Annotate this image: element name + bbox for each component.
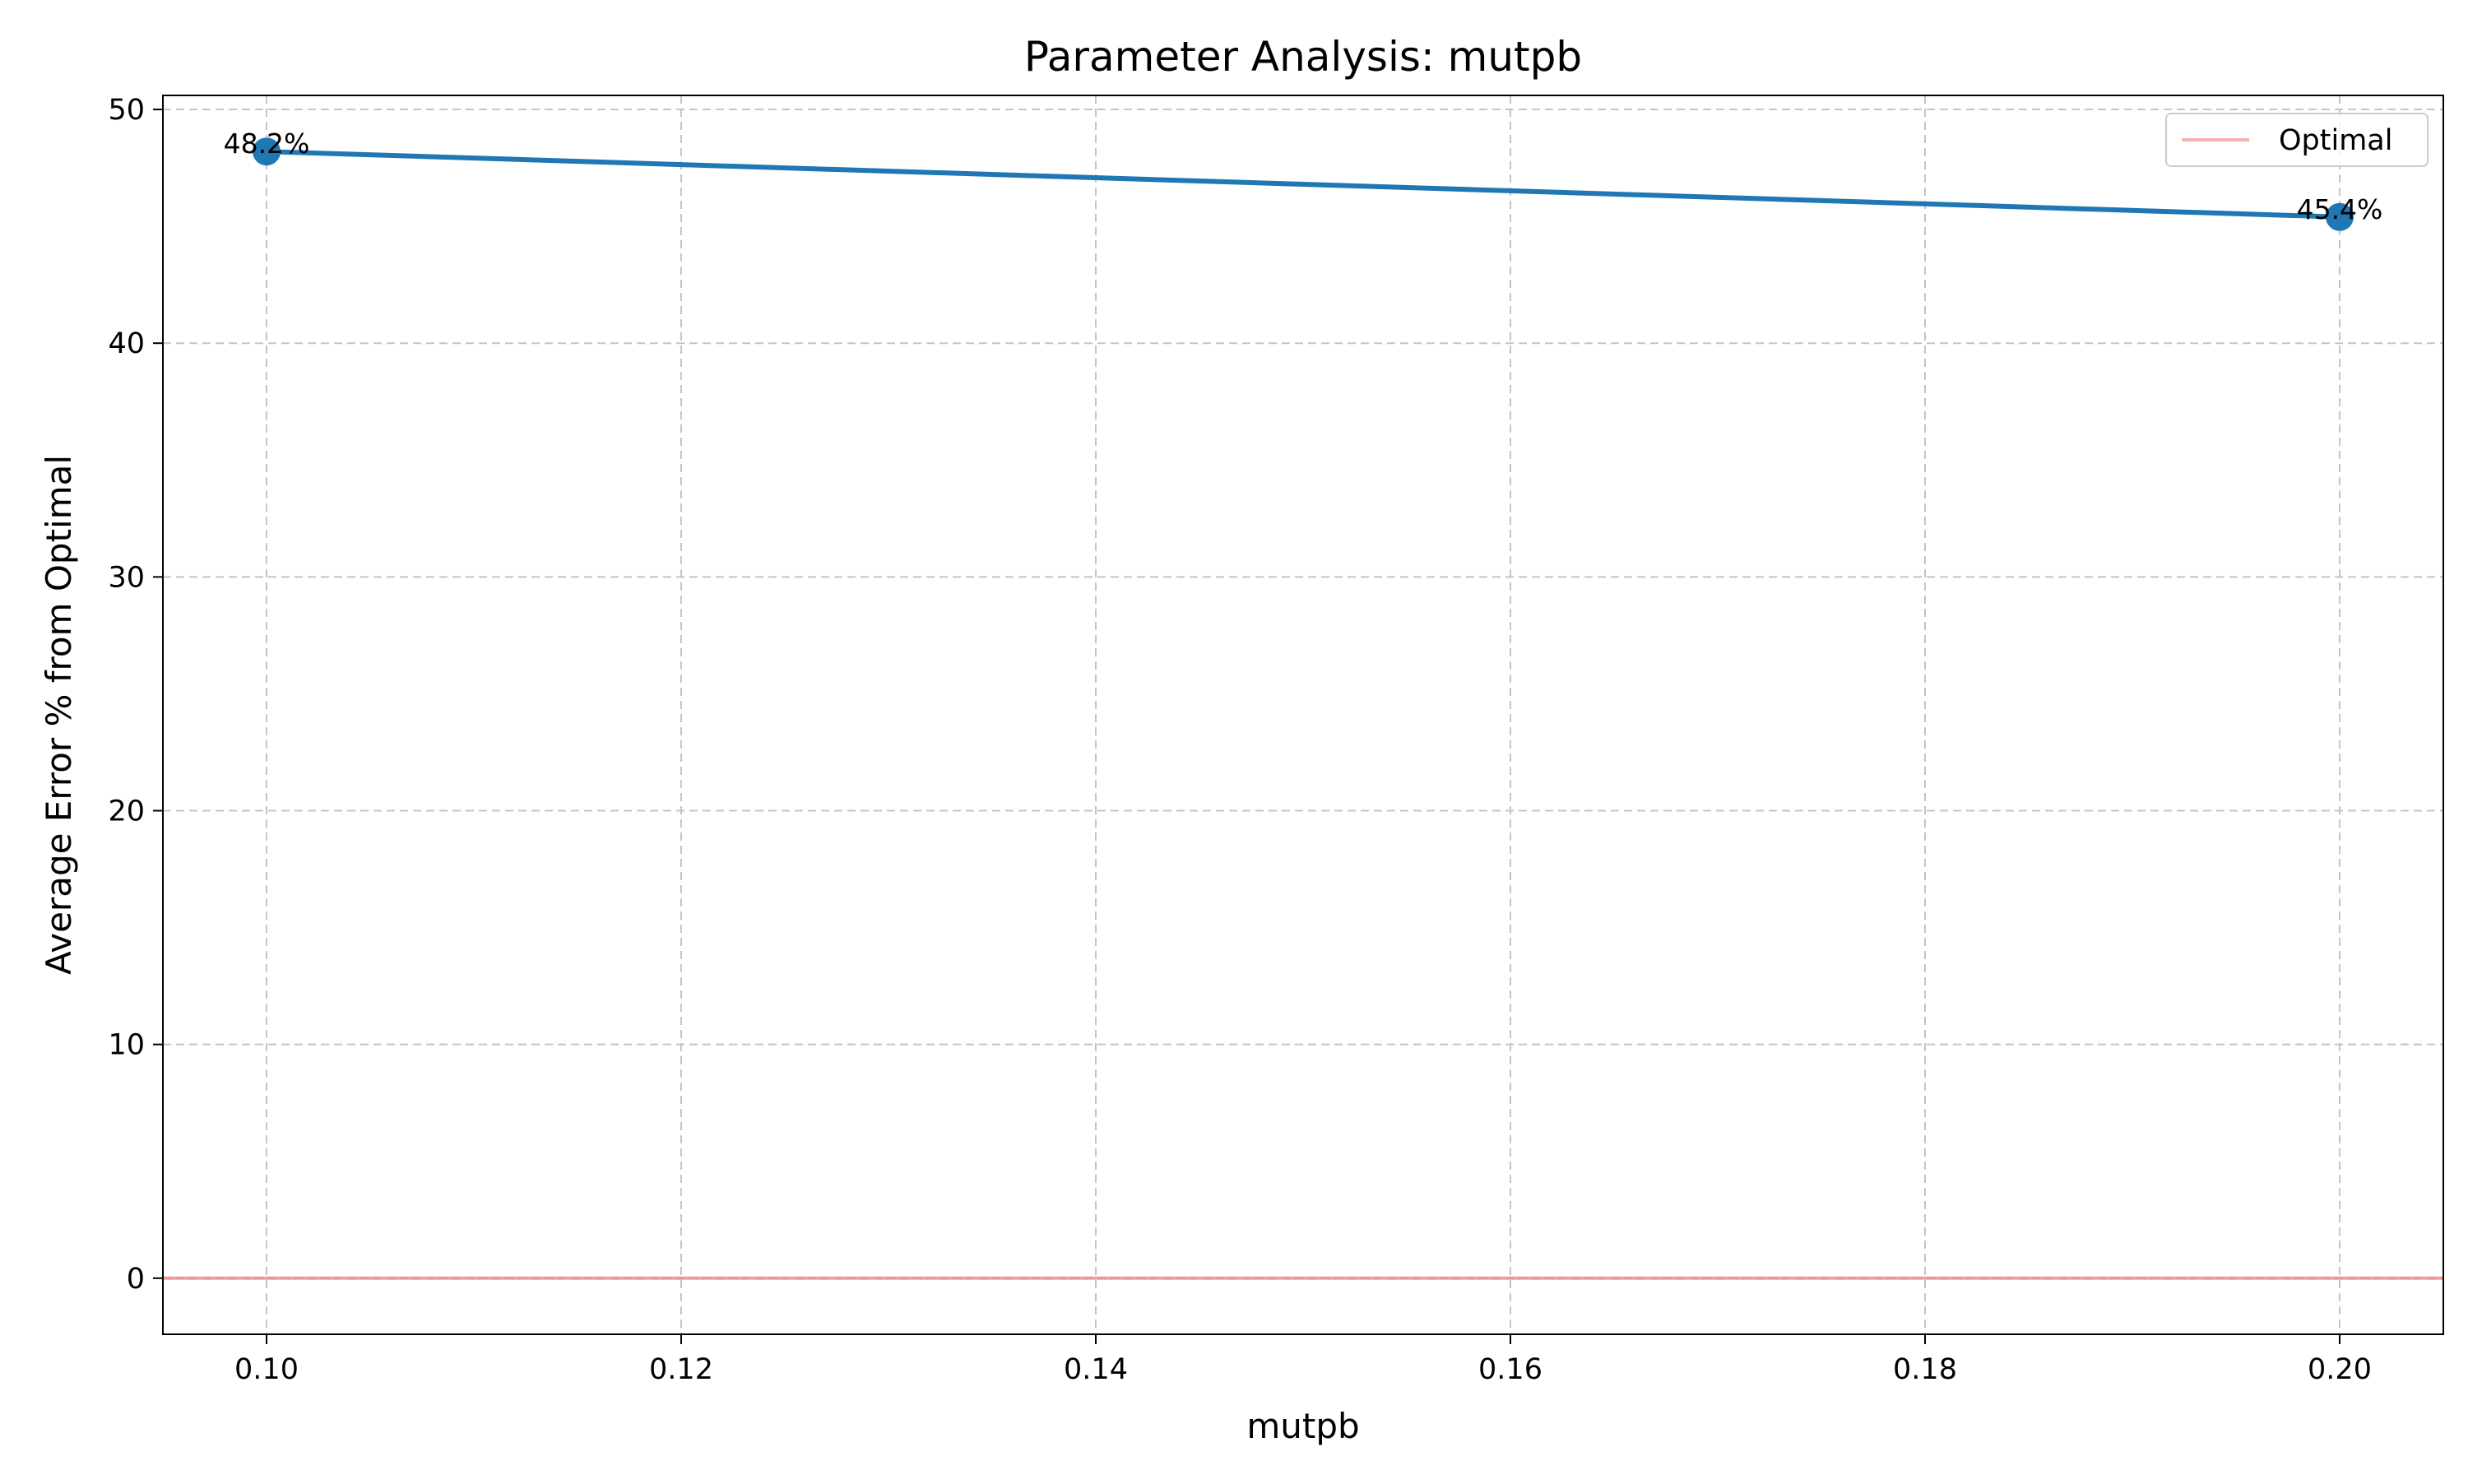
- legend-label-optimal: Optimal: [2279, 124, 2392, 157]
- x-tick-label: 0.16: [1478, 1353, 1542, 1386]
- x-tick-label: 0.12: [649, 1353, 713, 1386]
- x-axis-label: mutpb: [1246, 1406, 1359, 1446]
- legend: Optimal: [2165, 113, 2429, 167]
- y-tick-label: 50: [108, 94, 145, 127]
- y-tick-label: 0: [127, 1263, 145, 1296]
- chart-title: Parameter Analysis: mutpb: [1024, 33, 1582, 81]
- series-line: [266, 149, 2340, 220]
- y-axis-label: Average Error % from Optimal: [39, 455, 79, 975]
- plot-frame: [162, 95, 2444, 1335]
- x-tick-label: 0.18: [1893, 1353, 1957, 1386]
- y-tick-label: 20: [108, 795, 145, 828]
- x-tick-label: 0.20: [2308, 1353, 2372, 1386]
- data-point: [2326, 202, 2354, 231]
- data-labels: 48.2% 45.4%: [224, 128, 2383, 225]
- y-tick-label: 40: [108, 327, 145, 360]
- data-label: 48.2%: [224, 128, 310, 160]
- legend-box: [2165, 113, 2429, 167]
- x-tick-label: 0.14: [1064, 1353, 1128, 1386]
- series: [253, 137, 2354, 231]
- data-point: [253, 137, 281, 166]
- ticks: 0.10 0.12 0.14 0.16 0.18 0.20 0 10 20 30 40 50: [108, 94, 2372, 1386]
- data-label: 45.4%: [2297, 193, 2383, 225]
- x-tick-label: 0.10: [234, 1353, 299, 1386]
- y-tick-label: 30: [108, 561, 145, 594]
- y-tick-label: 10: [108, 1029, 145, 1062]
